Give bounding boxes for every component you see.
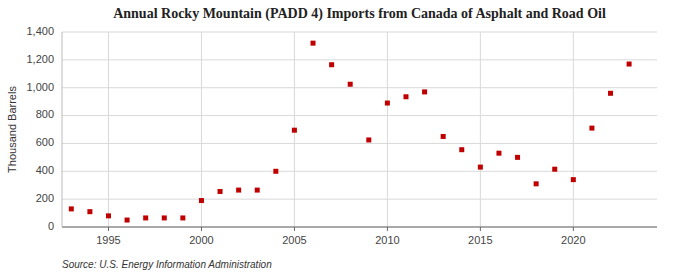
x-grid-line [387,32,388,227]
axes: 0 200 400 600 800 1,000 1,200 1,400 1995 2000 2005… [26,25,657,246]
x-tick [387,227,388,231]
y-axis-line [62,32,63,227]
point [162,215,167,220]
x-tick [573,227,574,231]
y-tick-label: 1,400 [26,25,54,37]
point [218,189,223,194]
x-tick-label: 2010 [375,234,399,246]
x-tick [294,227,295,231]
x-tick-label: 2020 [561,234,585,246]
x-tick [201,227,202,231]
y-tick-label: 200 [36,192,54,204]
y-tick-label: 1,000 [26,81,54,93]
point [69,206,74,211]
point [534,181,539,186]
x-tick-label: 2005 [282,234,306,246]
point [273,169,278,174]
point [180,215,185,220]
x-grid-line [480,32,481,227]
point [199,198,204,203]
point [589,126,594,131]
x-tick [480,227,481,231]
x-tick [108,227,109,231]
point [478,165,483,170]
y-grid-line [62,143,657,144]
x-grid-line [108,32,109,227]
point [292,128,297,133]
y-tick-label: 1,200 [26,53,54,65]
y-grid-line [62,87,657,88]
y-tick-label: 400 [36,164,54,176]
x-grid-line [573,32,574,227]
point [496,151,501,156]
y-grid-line [62,115,657,116]
point [311,41,316,46]
y-tick-label: 0 [48,220,54,232]
y-grid-line [62,171,657,172]
title: Annual Rocky Mountain (PADD 4) Imports f… [113,6,606,22]
point [403,94,408,99]
point [87,209,92,214]
y-grid-line [62,227,657,228]
y-grid-line [62,59,657,60]
point [329,62,334,67]
point [348,82,353,87]
y-tick-label: 600 [36,136,54,148]
x-tick-label: 2000 [189,234,213,246]
chart: 0 200 400 600 800 1,000 1,200 1,400 1995 2000 2005… [0,0,675,275]
points [69,41,632,223]
x-grid-line [201,32,202,227]
point [608,91,613,96]
y-tick-label: 800 [36,108,54,120]
source-note: Source: U.S. Energy Information Administ… [62,259,272,270]
point [571,177,576,182]
point [385,101,390,106]
point [366,137,371,142]
point [125,218,130,223]
y-axis-label: Thousand Barrels [6,86,18,173]
point [627,62,632,67]
x-tick-label: 1995 [96,234,120,246]
point [422,89,427,94]
y-grid-line [62,199,657,200]
y-grid-line [62,32,657,33]
point [143,215,148,220]
point [441,134,446,139]
point [459,147,464,152]
x-axis-line [62,227,657,228]
point [515,155,520,160]
grid [62,32,657,227]
point [552,167,557,172]
x-tick-label: 2015 [468,234,492,246]
point [106,213,111,218]
point [255,188,260,193]
point [236,188,241,193]
